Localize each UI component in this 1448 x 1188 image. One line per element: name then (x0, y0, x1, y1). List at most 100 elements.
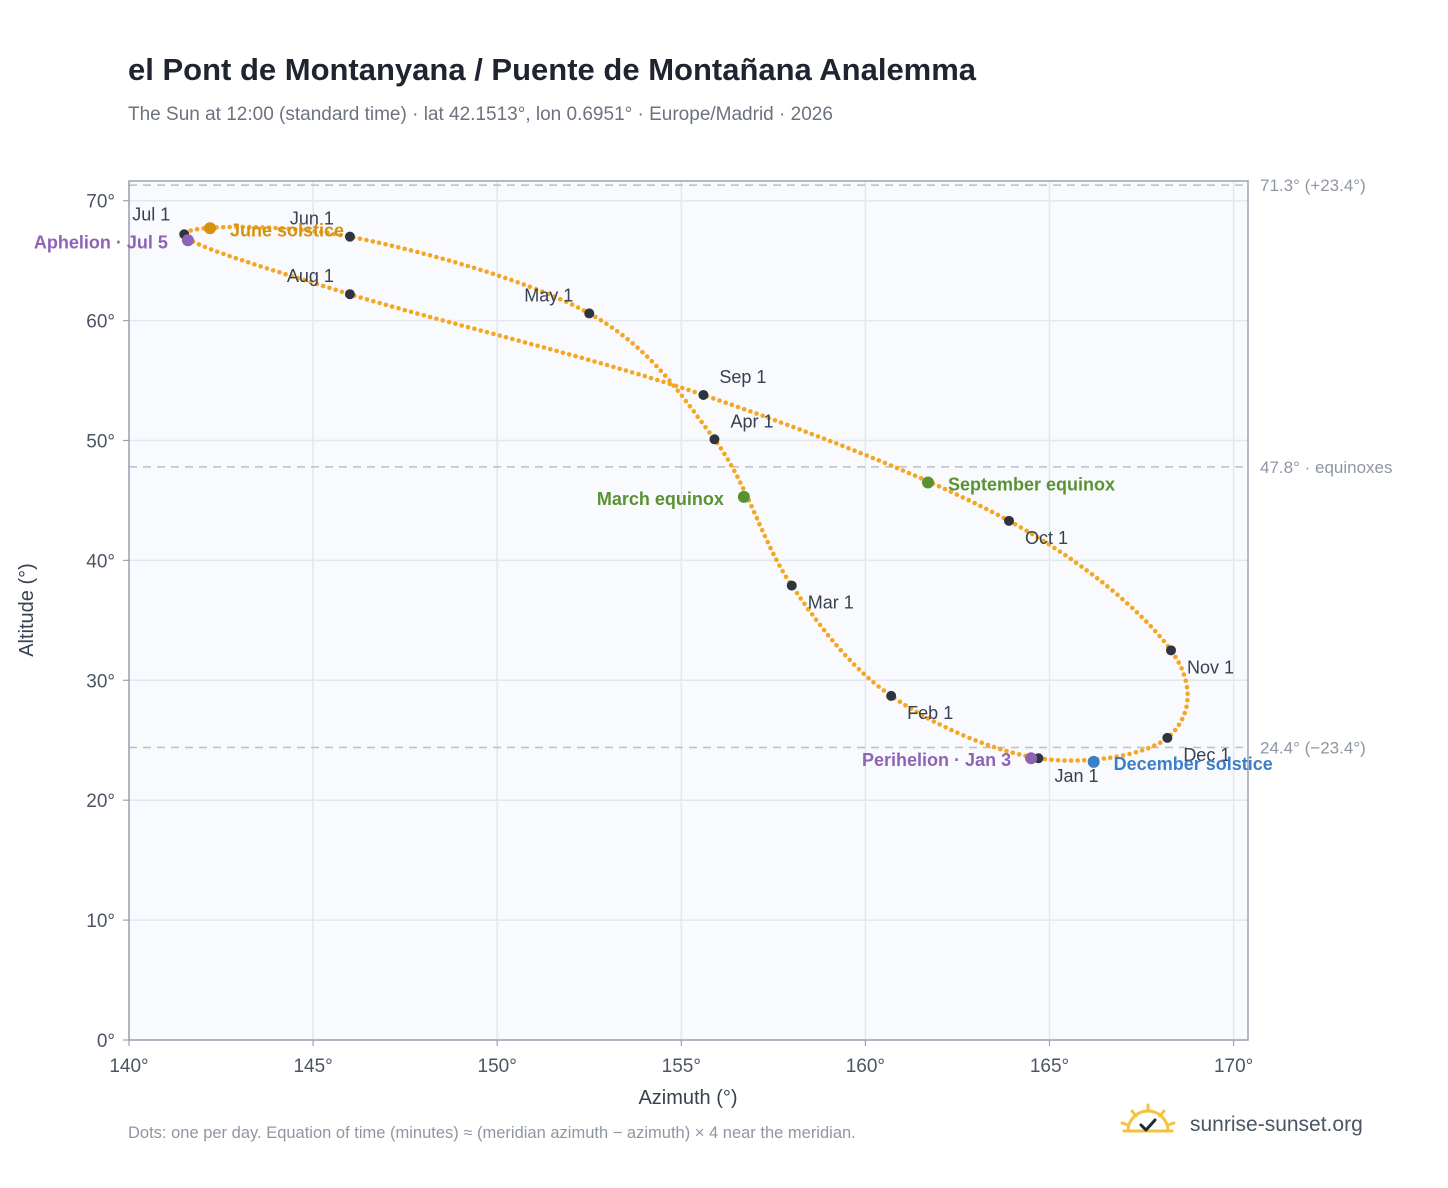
sun-logo-icon (1120, 1103, 1176, 1133)
day-dot (821, 627, 827, 633)
day-dot (625, 336, 630, 342)
day-dot (1089, 572, 1095, 577)
day-dot (253, 224, 259, 230)
x-axis-ticks: 140° 145° 150° 155° 160° 165° 170° (109, 1040, 1253, 1077)
day-dot (604, 321, 609, 327)
event-label: Aphelion · Jul 5 (34, 232, 168, 252)
day-dot (245, 260, 251, 265)
day-dot (695, 414, 700, 420)
day-dot (308, 279, 313, 285)
day-dot (623, 368, 629, 373)
day-dot (717, 398, 722, 403)
day-dot (1081, 757, 1087, 763)
day-dot (1182, 710, 1187, 716)
day-dot (838, 647, 844, 653)
day-dot (357, 236, 363, 241)
day-dot (815, 434, 821, 439)
day-dot (949, 727, 954, 733)
day-dot (408, 309, 414, 315)
day-dot (573, 353, 578, 359)
day-dot (966, 497, 971, 503)
day-dot (446, 258, 452, 263)
month-marker (698, 389, 709, 400)
x-tick-label: 140° (109, 1056, 148, 1077)
x-tick-label: 165° (1030, 1056, 1069, 1077)
month-markers: Jan 1 Feb 1 Mar 1 Apr 1 May 1 Jun 1 Jul 1 Aug 1… (132, 204, 1234, 786)
day-dot (510, 336, 515, 342)
day-dot (900, 468, 906, 473)
event-label: September equinox (948, 474, 1115, 494)
day-dot (751, 509, 757, 515)
day-dot (496, 273, 502, 279)
day-dot (658, 368, 664, 374)
day-dot (484, 329, 490, 335)
day-dot (842, 652, 848, 658)
day-dot (1049, 757, 1054, 763)
day-dot (925, 716, 931, 721)
day-dot (942, 486, 948, 492)
day-dot (741, 406, 747, 412)
day-dot (785, 422, 790, 428)
y-tick-label: 0° (97, 1031, 115, 1052)
day-dot (227, 253, 232, 259)
day-dot (338, 232, 343, 238)
day-dot (427, 253, 433, 258)
day-dot (985, 742, 991, 748)
day-dot (194, 226, 200, 232)
day-dot (593, 314, 598, 320)
day-dot (876, 684, 881, 689)
day-dot (825, 632, 831, 638)
day-dot (679, 393, 685, 399)
day-dot (402, 307, 408, 313)
day-dot (797, 427, 802, 432)
day-dot (560, 350, 566, 356)
day-dot (1068, 556, 1074, 562)
day-dot (802, 601, 807, 607)
day-dot (434, 254, 439, 260)
day-dot (725, 457, 731, 462)
day-dot (377, 300, 382, 306)
day-dot (1176, 722, 1182, 728)
day-dot (491, 331, 496, 337)
day-dot (791, 424, 796, 430)
day-dot (882, 460, 888, 466)
day-dot (1173, 654, 1178, 660)
day-dot (760, 413, 765, 419)
day-dot (817, 622, 823, 628)
day-dot (358, 295, 364, 300)
day-dot (522, 340, 528, 345)
day-dot (327, 285, 332, 291)
day-dot (1114, 754, 1119, 759)
day-dot (1094, 576, 1100, 581)
day-dot (772, 418, 778, 423)
y-axis-ticks: 0° 10° 20° 30° 40° 50° 60° 70° (86, 192, 129, 1052)
footnote: Dots: one per day. Equation of time (min… (128, 1124, 856, 1142)
day-dot (1127, 751, 1132, 757)
day-dot (1157, 633, 1162, 639)
day-dot (955, 730, 960, 736)
day-dot (1133, 750, 1139, 755)
day-dot (1172, 727, 1178, 733)
day-dot (258, 264, 263, 269)
day-dot (1139, 614, 1144, 620)
day-dot (1184, 684, 1190, 690)
day-dot (754, 411, 759, 416)
day-dot (723, 400, 728, 406)
day-dot (931, 719, 937, 724)
day-dot (749, 504, 754, 509)
day-dot (292, 227, 298, 232)
brand-name: sunrise-sunset.org (1190, 1113, 1363, 1136)
y-tick-label: 20° (86, 791, 115, 812)
event-marker (921, 476, 934, 489)
day-dot (273, 225, 278, 231)
day-dot (774, 557, 779, 562)
day-dot (748, 409, 753, 414)
month-label: Jun 1 (290, 209, 334, 229)
day-dot (539, 289, 545, 294)
day-dot (598, 360, 604, 366)
day-dot (1129, 605, 1135, 611)
brand[interactable]: sunrise-sunset.org (1120, 1103, 1390, 1147)
day-dot (973, 738, 978, 743)
day-dot (757, 521, 762, 527)
day-dot (188, 228, 193, 233)
